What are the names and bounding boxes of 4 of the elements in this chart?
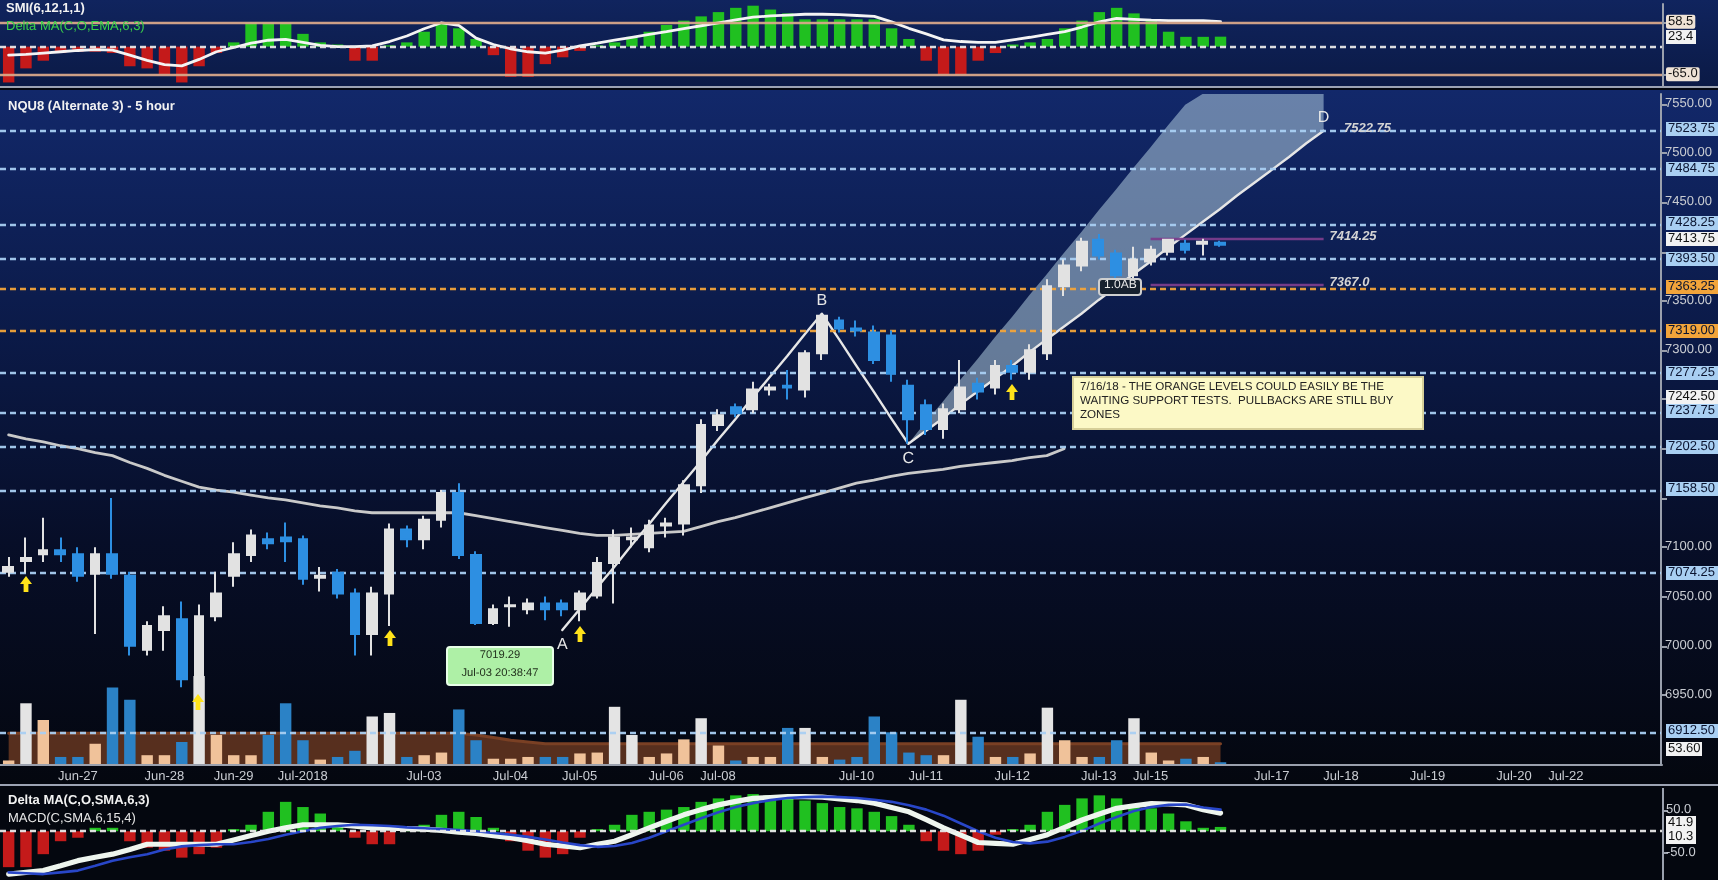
data-label: B xyxy=(816,290,828,309)
data-label: D xyxy=(1317,107,1330,126)
data-label: A xyxy=(556,635,569,653)
data-label: C xyxy=(902,448,915,467)
